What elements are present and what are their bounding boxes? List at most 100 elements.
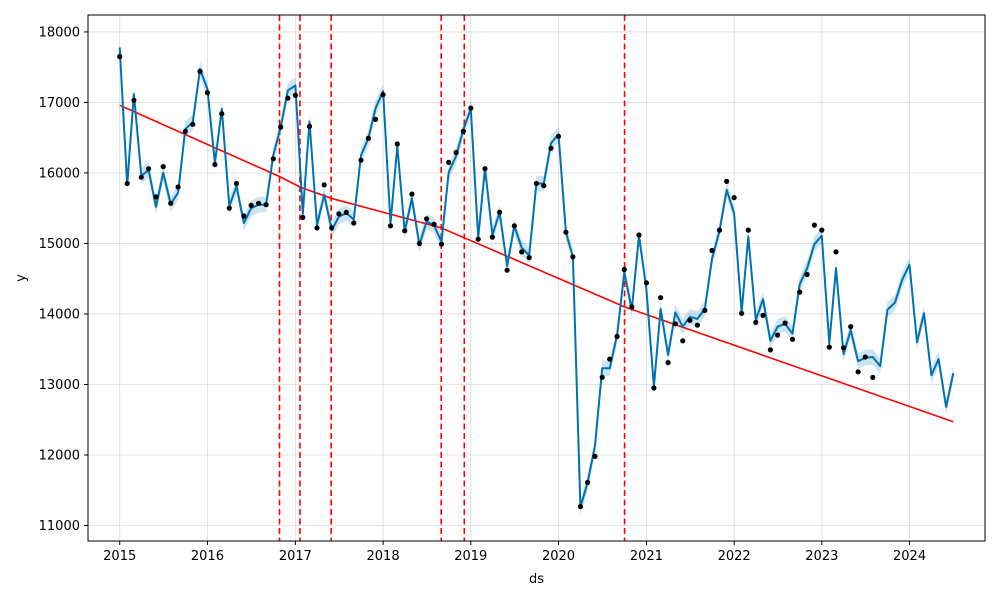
observed-point [724,178,730,184]
observed-point [577,503,584,510]
observed-point [460,128,466,134]
observed-point [504,267,510,273]
observed-point [804,271,810,278]
observed-point [555,133,562,139]
observed-point [394,141,400,147]
observed-point [373,116,379,122]
observed-point [175,184,181,190]
observed-point [431,221,437,227]
y-tick-label: 18000 [39,25,80,40]
x-tick-label: 2022 [718,549,751,564]
observed-point [160,164,166,170]
observed-point [665,360,671,366]
observed-point [775,332,781,338]
observed-point [453,149,459,156]
y-tick-label: 17000 [39,96,80,111]
observed-point [753,319,759,325]
observed-point [124,180,130,187]
observed-point [358,157,364,163]
observed-point [343,209,349,215]
observed-point [182,128,188,134]
x-tick-label: 2018 [367,549,400,564]
observed-point [219,111,225,117]
observed-point [248,202,254,208]
y-axis-label: y [14,274,29,282]
observed-point [285,95,291,101]
observed-point [643,280,650,286]
observed-point [233,180,240,187]
x-tick-label: 2017 [279,549,312,564]
observed-point [138,174,144,180]
grid [88,15,985,541]
x-tick-label: 2016 [191,549,224,564]
observed-point [409,191,415,197]
y-tick-label: 11000 [39,519,80,534]
observed-point [482,166,488,172]
x-tick-label: 2021 [630,549,663,564]
x-tick-label: 2023 [805,549,838,564]
observed-layer [117,54,876,510]
observed-point [497,209,503,215]
observed-point [475,236,481,242]
observed-point [760,312,766,318]
observed-point [548,145,554,151]
observed-point [585,479,591,486]
observed-point [533,180,540,187]
observed-point [621,266,627,273]
observed-point [819,227,825,233]
observed-point [614,333,620,340]
observed-point [168,200,174,206]
observed-point [636,232,642,238]
y-tick-label: 12000 [39,448,80,463]
observed-point [702,307,708,313]
observed-point [694,322,701,328]
observed-point [402,228,408,234]
observed-point [599,374,605,380]
observed-point [782,320,788,326]
observed-point [416,240,422,247]
observed-point [424,216,430,222]
observed-point [241,213,247,219]
x-axis: 2015 2016 2017 2018 2019 2020 2021 2022 2023 2024 [103,541,926,564]
observed-point [292,92,298,98]
observed-point [526,255,532,261]
observed-point [446,159,452,165]
trend-line [119,104,954,423]
trend-layer [119,104,954,423]
observed-point [709,247,715,254]
observed-point [811,222,818,228]
observed-point [489,234,495,240]
observed-point [278,124,284,130]
observed-point [256,200,262,206]
observed-point [314,225,320,231]
observed-point [848,324,854,330]
observed-point [716,227,723,233]
observed-point [153,194,159,200]
observed-point [629,304,635,310]
observed-point [658,295,664,301]
observed-point [789,336,796,342]
observed-point [329,225,335,231]
observed-point [117,54,123,60]
observed-point [592,453,598,459]
observed-point [300,214,306,220]
observed-point [263,202,269,208]
observed-point [745,227,751,233]
observed-point [687,317,693,323]
observed-point [365,135,371,141]
observed-point [511,223,517,229]
observed-point [651,385,657,391]
observed-point [438,241,445,247]
observed-point [870,374,876,380]
observed-point [197,68,203,74]
y-tick-label: 15000 [39,237,80,252]
observed-point [570,254,576,260]
observed-point [840,345,847,351]
observed-point [731,195,737,201]
observed-point [212,161,218,168]
observed-point [336,211,342,217]
observed-point [672,321,678,327]
y-axis: 11000 12000 13000 14000 15000 16000 17000 18000 [39,25,88,534]
observed-point [226,205,232,211]
